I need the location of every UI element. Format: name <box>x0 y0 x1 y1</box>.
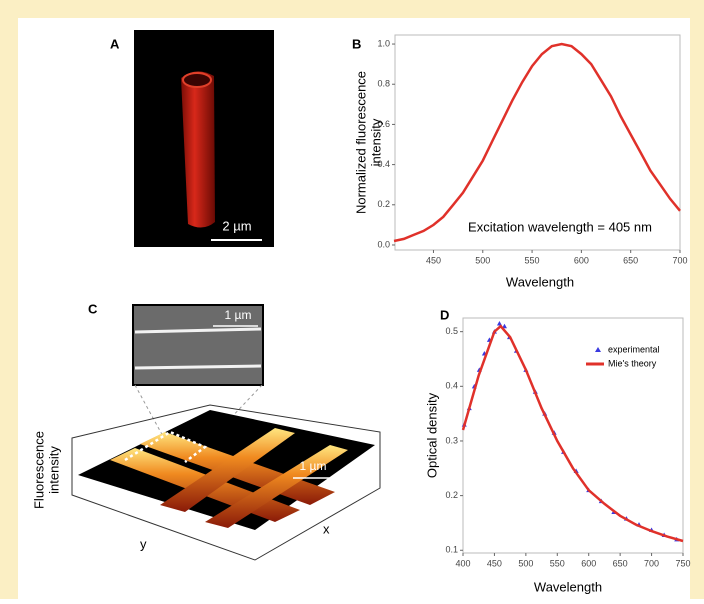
panel-label: D <box>440 307 449 322</box>
legend-label: Mie's theory <box>608 358 657 368</box>
x-tick-label: 450 <box>426 255 441 265</box>
y-tick-label: 0.3 <box>445 435 458 445</box>
x-tick-label: 700 <box>644 558 659 568</box>
panel-label: C <box>88 301 98 316</box>
y-tick-label: 0.6 <box>377 119 390 129</box>
inset-edge <box>134 364 262 370</box>
inset-image <box>132 304 264 386</box>
ridge <box>160 428 295 512</box>
x-tick-label: 500 <box>518 558 533 568</box>
panel-label: A <box>110 36 120 51</box>
zoom-line <box>134 384 166 441</box>
zoom-line <box>209 384 263 441</box>
y-axis-label: Normalized fluorescence <box>353 71 368 214</box>
z-axis-label: Fluorescence <box>31 431 46 509</box>
plot-frame <box>394 34 681 251</box>
y-tick-label: 0.4 <box>377 159 390 169</box>
panel-label: B <box>352 36 361 51</box>
x-axis-label: Wavelength <box>534 579 602 594</box>
y-tick-label: 0.0 <box>377 239 390 249</box>
ridge <box>205 445 348 528</box>
x-tick-label: 400 <box>455 558 470 568</box>
y-tick-label: 0.5 <box>445 326 458 336</box>
outline <box>124 430 208 463</box>
tube-opening <box>182 72 212 88</box>
x-axis-label: Wavelength <box>506 274 574 289</box>
axis-label: x <box>323 521 330 536</box>
point <box>496 320 502 326</box>
plot-frame <box>462 317 684 554</box>
point <box>501 323 507 329</box>
y-tick-label: 0.1 <box>445 545 458 555</box>
scale-bar-label: 1 µm <box>225 308 252 322</box>
plot-box <box>71 404 381 561</box>
x-tick-label: 750 <box>675 558 690 568</box>
y-tick-label: 0.2 <box>445 490 458 500</box>
x-tick-label: 550 <box>550 558 565 568</box>
scale-bar-label: 1 µm <box>300 459 327 473</box>
legend-label: experimental <box>608 344 660 354</box>
x-tick-label: 700 <box>672 255 687 265</box>
x-tick-label: 650 <box>623 255 638 265</box>
x-tick-label: 650 <box>613 558 628 568</box>
y-tick-label: 0.2 <box>377 199 390 209</box>
line <box>461 324 684 543</box>
tube <box>181 71 215 228</box>
x-tick-label: 600 <box>574 255 589 265</box>
x-tick-label: 500 <box>475 255 490 265</box>
axis-label: y <box>140 536 147 551</box>
x-tick-label: 450 <box>487 558 502 568</box>
y-axis-label: intensity <box>368 118 383 166</box>
y-tick-label: 1.0 <box>377 38 390 48</box>
annotation: Excitation wavelength = 405 nm <box>468 219 652 234</box>
x-tick-label: 550 <box>525 255 540 265</box>
x-tick-label: 600 <box>581 558 596 568</box>
panel-area <box>18 18 690 599</box>
y-tick-label: 0.4 <box>445 381 458 391</box>
inset-edge <box>134 327 262 334</box>
y-axis-label: Optical density <box>424 392 439 478</box>
y-tick-label: 0.8 <box>377 79 390 89</box>
z-axis-label: intensity <box>46 446 61 494</box>
line <box>393 42 681 243</box>
scale-bar-label: 2 µm <box>222 218 251 233</box>
legend-marker <box>595 347 601 352</box>
